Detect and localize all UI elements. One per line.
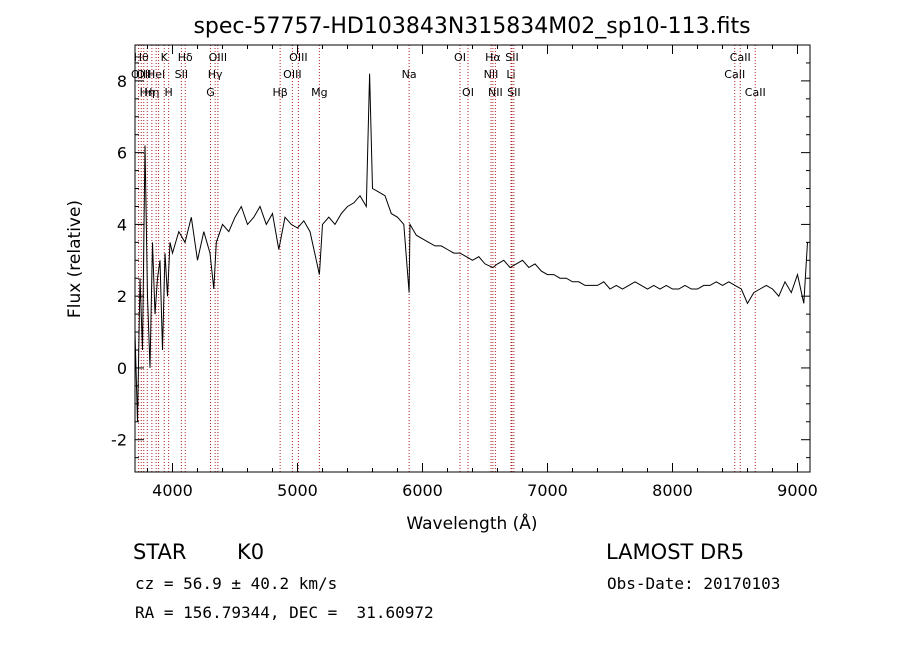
marker-label: Hβ — [272, 86, 287, 99]
marker-label: K — [161, 51, 169, 64]
marker-label: Hδ — [178, 51, 193, 64]
marker-label: Hα — [485, 51, 501, 64]
coords-text: RA = 156.79344, DEC = 31.60972 — [135, 603, 434, 622]
marker-label: Li — [506, 68, 515, 81]
obs-date-text: Obs-Date: 20170103 — [607, 574, 781, 593]
marker-label: NII — [488, 86, 503, 99]
y-axis-label: Flux (relative) — [65, 200, 85, 318]
series-group — [134, 73, 808, 422]
line-markers: OIIHθOIIHηHηHeIKHSIIHδGHγOIIIHβOIIIOIIIM… — [131, 45, 766, 472]
marker-label: OIII — [209, 51, 227, 64]
plot-frame — [134, 44, 811, 473]
spectrum-line — [134, 73, 808, 422]
marker-label: OIII — [289, 51, 307, 64]
marker-label: SII — [175, 68, 188, 81]
marker-label: Hθ — [134, 51, 149, 64]
survey-name: LAMOST DR5 — [606, 540, 745, 564]
marker-label: SII — [507, 86, 520, 99]
x-tick-label: 6000 — [402, 481, 443, 500]
marker-label: Hγ — [208, 68, 223, 81]
redshift-text: cz = 56.9 ± 40.2 km/s — [135, 574, 338, 593]
marker-label: H — [164, 86, 172, 99]
marker-label: OII — [136, 68, 151, 81]
marker-label: HeI — [147, 68, 165, 81]
axis-ticks: 4000 5000 6000 7000 8000 9000 -2 0 2 4 6 8 — [111, 45, 818, 500]
marker-label: CaII — [745, 86, 766, 99]
marker-label: Na — [402, 68, 417, 81]
marker-label: OI — [462, 86, 474, 99]
y-tick-label: 6 — [117, 144, 127, 163]
y-tick-label: 2 — [117, 287, 127, 306]
marker-label: Hη — [140, 86, 155, 99]
chart-title: spec-57757-HD103843N315834M02_sp10-113.f… — [193, 14, 750, 39]
x-tick-label: 7000 — [527, 481, 568, 500]
y-tick-label: 4 — [117, 215, 127, 234]
marker-label: CaII — [730, 51, 751, 64]
marker-label: G — [206, 86, 215, 99]
object-class: STAR — [133, 540, 187, 564]
y-tick-label: 0 — [117, 359, 127, 378]
marker-label: OI — [454, 51, 466, 64]
x-axis-label: Wavelength (Å) — [406, 512, 537, 534]
y-tick-label: 8 — [117, 72, 127, 91]
x-tick-label: 9000 — [777, 481, 818, 500]
y-tick-label: -2 — [111, 431, 127, 450]
object-subclass: K0 — [237, 540, 265, 564]
marker-label: OIII — [283, 68, 301, 81]
x-tick-label: 4000 — [152, 481, 193, 500]
marker-label: NII — [484, 68, 499, 81]
marker-label: SII — [505, 51, 518, 64]
marker-label: Hη — [144, 86, 159, 99]
marker-label: CaII — [724, 68, 745, 81]
x-tick-label: 5000 — [277, 481, 318, 500]
x-tick-label: 8000 — [652, 481, 693, 500]
marker-label: Mg — [311, 86, 327, 99]
